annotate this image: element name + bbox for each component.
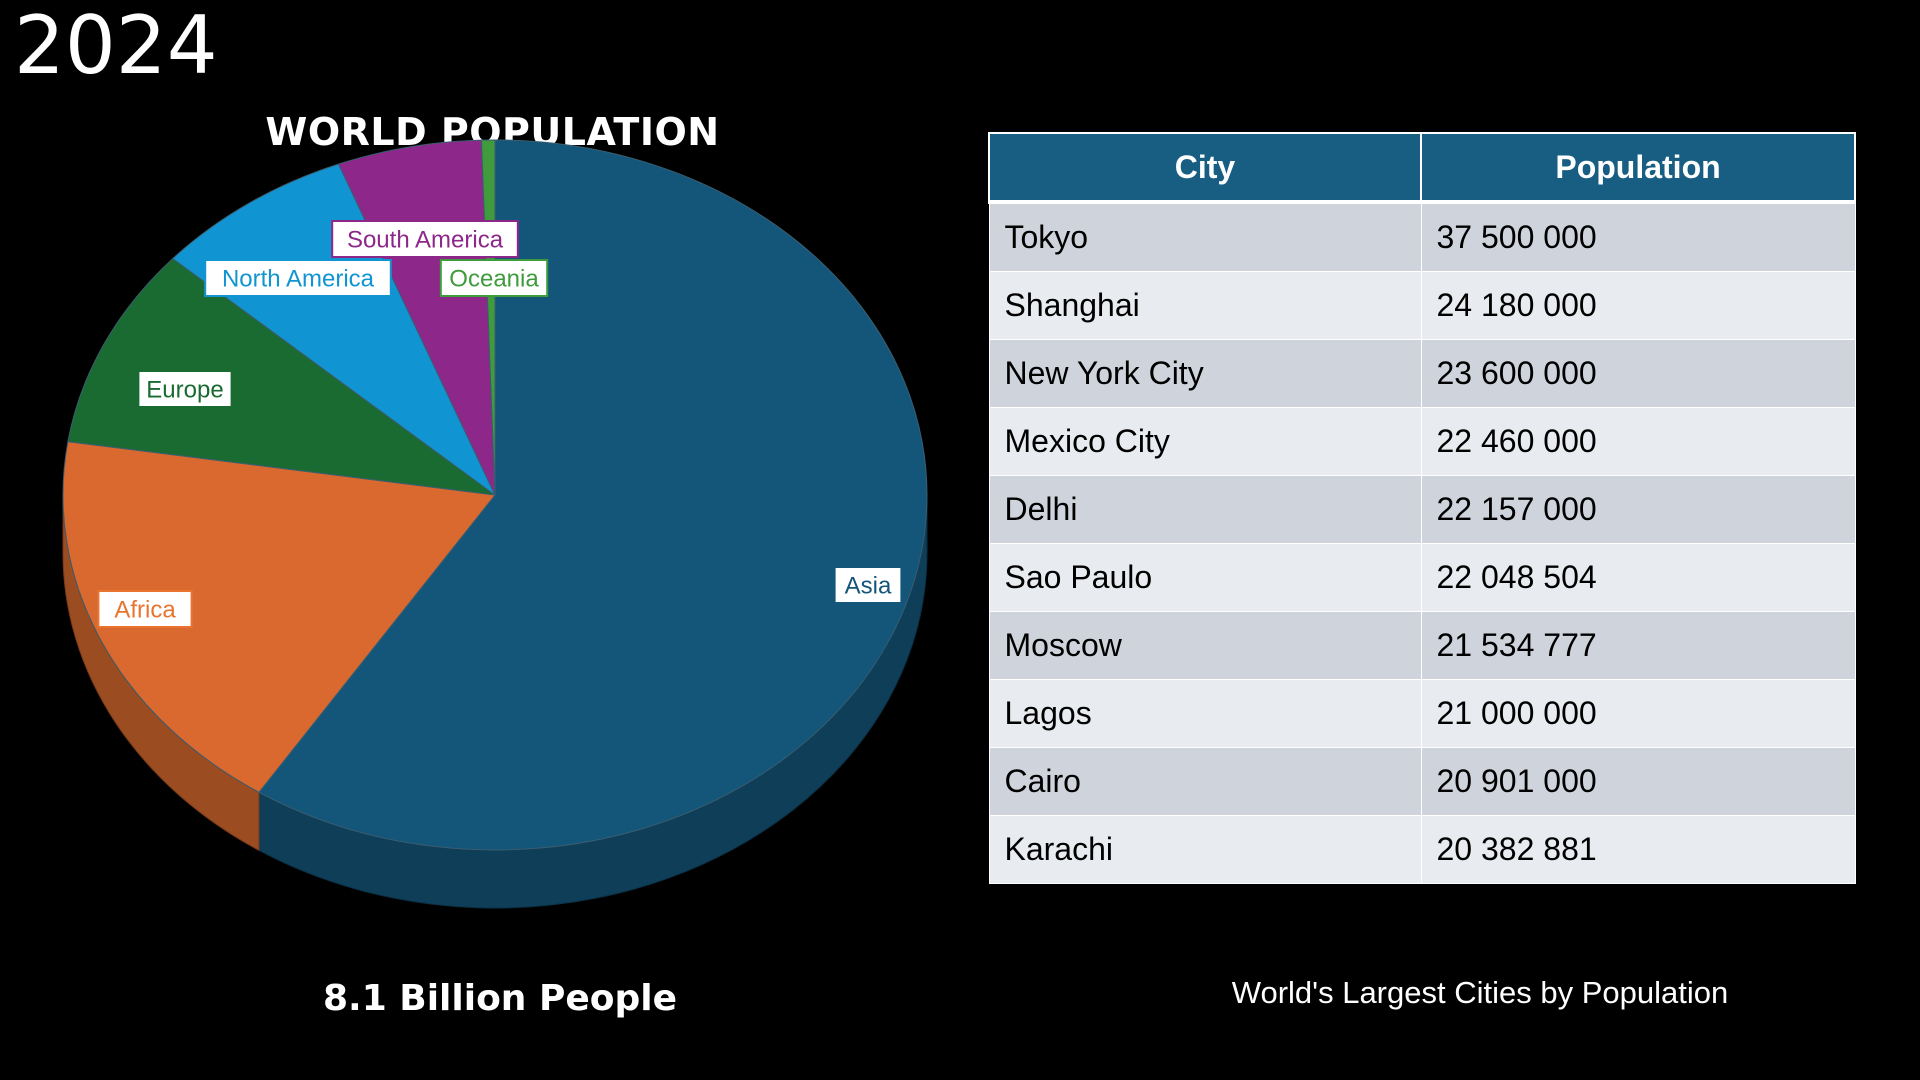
data-label-text: Oceania	[449, 266, 539, 293]
data-label-text: South America	[347, 227, 504, 254]
table-row: Tokyo 37 500 000	[988, 201, 1856, 272]
table-row: Moscow 21 534 777	[988, 611, 1856, 680]
city-name: Cairo	[988, 747, 1422, 816]
city-population: 22 460 000	[1420, 407, 1856, 476]
pie-chart-caption: 8.1 Billion People	[322, 978, 678, 1019]
table-header-row: City Population	[988, 132, 1856, 204]
city-population: 20 382 881	[1420, 815, 1856, 884]
data-label-text: Europe	[146, 377, 223, 404]
pie-slice-europe	[67, 257, 497, 496]
data-label-asia: Asia	[833, 566, 903, 604]
data-label-box	[137, 370, 233, 408]
city-name: Lagos	[988, 679, 1422, 748]
table-row: Cairo 20 901 000	[988, 747, 1856, 816]
table-row: Shanghai 24 180 000	[988, 271, 1856, 340]
city-name: Sao Paulo	[988, 543, 1422, 612]
header-population: Population	[1420, 132, 1856, 204]
city-population: 24 180 000	[1420, 271, 1856, 340]
table-caption: World's Largest Cities by Population	[1231, 975, 1729, 1010]
data-label-box	[833, 566, 903, 604]
data-label-box	[97, 590, 193, 628]
city-population: 22 157 000	[1420, 475, 1856, 544]
city-population: 21 000 000	[1420, 679, 1856, 748]
world-population-pie-chart: Asia Africa Europe North America South Ameri…	[62, 139, 928, 909]
city-population: 22 048 504	[1420, 543, 1856, 612]
city-name: Mexico City	[988, 407, 1422, 476]
data-label-box	[439, 259, 549, 297]
city-population: 20 901 000	[1420, 747, 1856, 816]
city-name: Delhi	[988, 475, 1422, 544]
pie-slice-north-america	[171, 163, 496, 496]
data-label-europe: Europe	[137, 370, 233, 408]
pie-slice-africa	[62, 441, 496, 793]
largest-cities-table: City Population Tokyo 37 500 000 Shanghai…	[988, 132, 1856, 884]
city-name: Moscow	[988, 611, 1422, 680]
city-population: 21 534 777	[1420, 611, 1856, 680]
table-row: Mexico City 22 460 000	[988, 407, 1856, 476]
table-row: Lagos 21 000 000	[988, 679, 1856, 748]
city-population: 37 500 000	[1420, 201, 1856, 272]
data-label-box	[204, 259, 392, 297]
city-name: Karachi	[988, 815, 1422, 884]
city-name: Shanghai	[988, 271, 1422, 340]
header-city: City	[988, 132, 1422, 204]
city-population: 23 600 000	[1420, 339, 1856, 408]
table-row: Karachi 20 382 881	[988, 815, 1856, 884]
year-heading: 2024	[14, 0, 218, 92]
data-label-north-america: North America	[204, 259, 392, 297]
data-label-text: North America	[222, 266, 375, 293]
data-label-text: Asia	[845, 573, 892, 600]
city-name: New York City	[988, 339, 1422, 408]
table-row: Delhi 22 157 000	[988, 475, 1856, 544]
data-label-text: Africa	[114, 597, 176, 624]
data-label-box	[331, 220, 519, 258]
data-label-south-america: South America	[331, 220, 519, 258]
city-name: Tokyo	[988, 201, 1422, 272]
data-label-oceania: Oceania	[439, 259, 549, 297]
data-label-africa: Africa	[97, 590, 193, 628]
table-row: New York City 23 600 000	[988, 339, 1856, 408]
table-row: Sao Paulo 22 048 504	[988, 543, 1856, 612]
pie-slice-asia	[258, 139, 928, 851]
